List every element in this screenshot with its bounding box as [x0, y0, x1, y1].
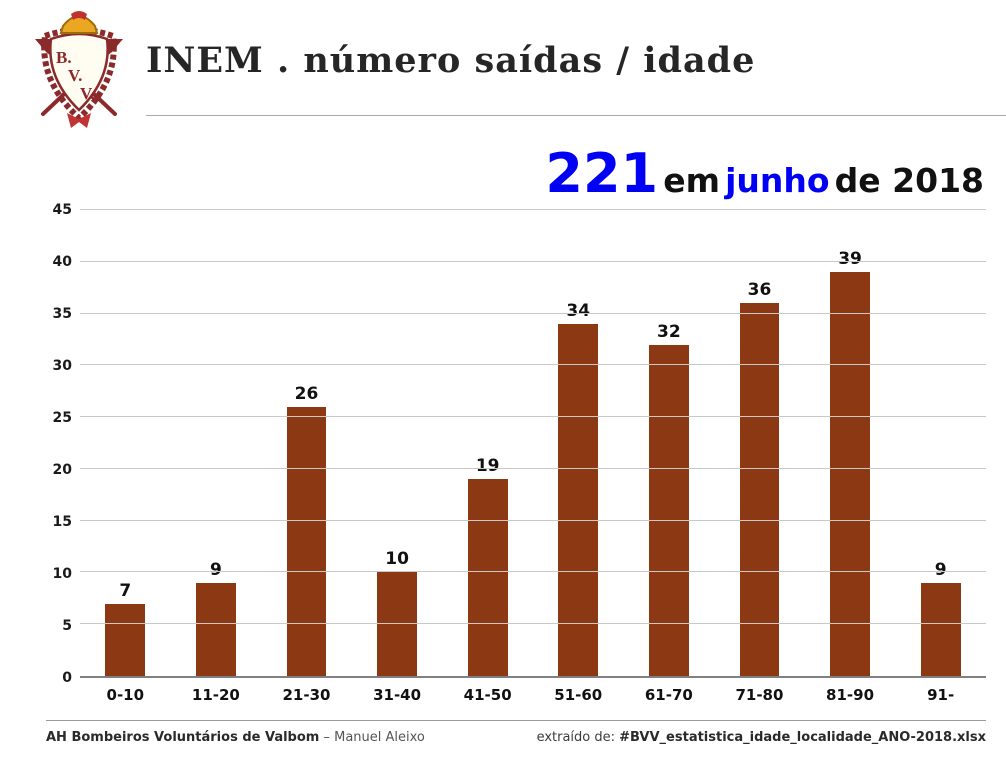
laurel-border-icon [41, 27, 117, 123]
footer-row: AH Bombeiros Voluntários de Valbom – Man… [46, 730, 986, 745]
gridline [80, 623, 986, 625]
bvv-crest-logo: B. V. V. [26, 6, 132, 132]
y-tick-label: 5 [62, 618, 72, 634]
subtitle-year: de 2018 [834, 161, 984, 200]
bar-value-label: 7 [119, 580, 132, 601]
bar [467, 479, 508, 676]
page-title: INEM . número saídas / idade [146, 40, 756, 81]
gridline [80, 364, 986, 366]
bar [195, 582, 236, 676]
y-tick-label: 10 [52, 566, 72, 582]
bar-column: 34 [533, 210, 624, 676]
gridline [80, 209, 986, 210]
x-tick-label: 91- [927, 686, 955, 704]
bar [739, 303, 780, 676]
bar-value-label: 9 [934, 559, 947, 580]
bar-column: 19 [442, 210, 533, 676]
bar [105, 603, 146, 676]
bar [830, 272, 870, 676]
gridline [80, 571, 986, 573]
y-tick-label: 35 [52, 306, 72, 322]
footer-source: extraído de: #BVV_estatistica_idade_loca… [537, 730, 986, 745]
y-tick-label: 40 [52, 254, 72, 270]
x-tick-label: 0-10 [106, 686, 145, 704]
bar [558, 323, 599, 676]
footer-org: AH Bombeiros Voluntários de Valbom [46, 730, 320, 745]
y-tick-label: 20 [52, 462, 72, 478]
y-tick-label: 25 [52, 410, 72, 426]
x-axis-row: 0-10 11-20 21-30 31-40 41-50 51-60 61-70 71-80 8… [46, 678, 986, 704]
total-count: 221 [545, 142, 659, 205]
gridline [80, 519, 986, 521]
bar-column: 39 [805, 210, 896, 676]
bars: 7 9 26 10 19 34 32 36 39 9 [80, 210, 986, 676]
gridline [80, 260, 986, 262]
bar-value-label: 10 [385, 549, 409, 570]
footer-source-file: #BVV_estatistica_idade_localidade_ANO-20… [619, 730, 986, 745]
bar [286, 406, 327, 676]
y-tick-label: 15 [52, 514, 72, 531]
chart-body: 0 5 10 15 20 25 30 35 40 45 7 9 26 10 19 34 32 36 39 9 [46, 203, 986, 685]
bar-value-label: 26 [294, 383, 319, 404]
y-tick-label: 45 [52, 202, 72, 218]
plot-area: 7 9 26 10 19 34 32 36 39 9 [80, 209, 986, 678]
bar-column: 26 [261, 210, 352, 676]
x-axis: 0-10 11-20 21-30 31-40 41-50 51-60 61-70 71-80 8… [80, 678, 986, 704]
footer-credit: AH Bombeiros Voluntários de Valbom – Man… [46, 730, 425, 745]
x-tick-label: 51-60 [554, 686, 603, 704]
bar-column: 9 [895, 210, 986, 676]
y-axis: 0 5 10 15 20 25 30 35 40 45 [46, 203, 80, 685]
helmet-plume-icon [71, 11, 87, 20]
bar-column: 32 [624, 210, 715, 676]
bar-chart: 0 5 10 15 20 25 30 35 40 45 7 9 26 10 19 34 32 36 39 9 0-1… [0, 203, 1006, 704]
footer: AH Bombeiros Voluntários de Valbom – Man… [46, 720, 986, 745]
bvv-crest-icon: B. V. V. [35, 11, 123, 128]
x-tick-label: 81-90 [826, 686, 875, 704]
svg-text:V.: V. [80, 84, 94, 103]
bar-value-label: 36 [747, 280, 772, 301]
header: B. V. V. INEM . número saídas / idade [0, 0, 1006, 132]
footer-author: – Manuel Aleixo [323, 730, 425, 745]
bar-value-label: 9 [209, 559, 222, 580]
y-tick-label: 0 [62, 670, 72, 686]
gridline [80, 416, 986, 418]
bar [920, 582, 961, 676]
shield-icon [49, 32, 109, 112]
x-tick-label: 21-30 [282, 686, 331, 704]
bar-column: 7 [80, 210, 171, 676]
bar-column: 9 [171, 210, 262, 676]
footer-source-label: extraído de: [536, 730, 616, 745]
bar-value-label: 32 [657, 321, 681, 342]
x-tick-label: 11-20 [191, 686, 240, 704]
bar-value-label: 39 [838, 249, 862, 270]
bar-column: 36 [714, 210, 805, 676]
svg-text:B.: B. [56, 48, 72, 67]
bar [648, 344, 689, 676]
svg-text:V.: V. [68, 66, 82, 85]
helmet-icon [59, 15, 99, 34]
bar-column: 10 [352, 210, 443, 676]
y-tick-label: 30 [52, 358, 72, 375]
x-tick-label: 61-70 [644, 686, 693, 704]
subtitle-month: junho [725, 161, 830, 200]
chart-subtitle: 221 em junho de 2018 [0, 132, 1006, 205]
ribbon-icon [67, 113, 91, 128]
x-tick-label: 71-80 [735, 686, 784, 704]
x-tick-label: 41-50 [463, 686, 512, 704]
bar-value-label: 34 [566, 300, 591, 321]
gridline [80, 312, 986, 314]
x-tick-label: 31-40 [373, 686, 422, 704]
subtitle-connector: em [663, 161, 720, 200]
title-box: INEM . número saídas / idade [146, 6, 1006, 116]
gridline [80, 467, 986, 469]
bar-value-label: 19 [475, 456, 500, 477]
